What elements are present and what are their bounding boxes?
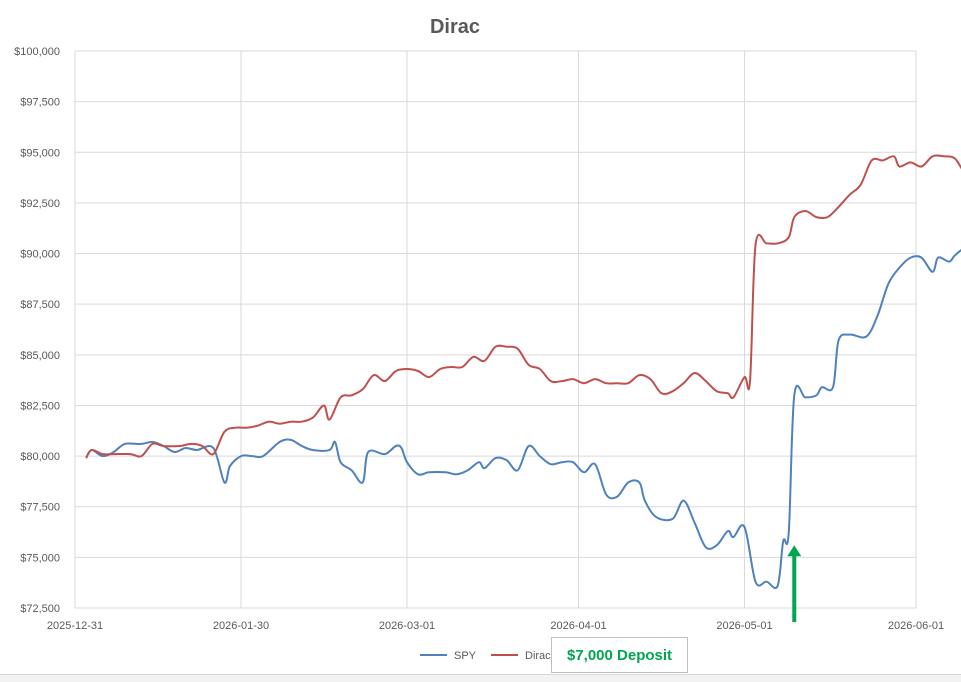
- y-tick-label: $82,500: [20, 400, 60, 412]
- y-tick-label: $85,000: [20, 350, 60, 362]
- legend-label-spy: SPY: [454, 650, 477, 662]
- y-tick-label: $92,500: [20, 198, 60, 210]
- y-tick-label: $72,500: [20, 603, 60, 615]
- series-line-dirac: [85, 154, 961, 459]
- y-tick-label: $100,000: [14, 46, 60, 58]
- series-lines: [85, 154, 961, 590]
- deposit-annotation: $7,000 Deposit: [551, 637, 688, 673]
- y-tick-label: $80,000: [20, 451, 60, 463]
- series-line-spy: [85, 248, 961, 590]
- legend-label-dirac: Dirac: [525, 650, 551, 662]
- y-tick-label: $87,500: [20, 299, 60, 311]
- gridlines: [74, 50, 917, 609]
- x-tick-label: 2026-04-01: [550, 620, 606, 632]
- legend: SPY Dirac: [420, 650, 551, 662]
- deposit-annotation-text: $7,000 Deposit: [566, 646, 673, 664]
- sheet-bottom-strip: [0, 674, 961, 682]
- y-tick-label: $77,500: [20, 502, 60, 514]
- x-tick-label: 2026-01-30: [213, 620, 269, 632]
- y-tick-label: $97,500: [20, 97, 60, 109]
- x-axis-tick-labels: 2025-12-31 2026-01-30 2026-03-01 2026-04-01…: [47, 620, 944, 632]
- x-tick-label: 2026-06-01: [888, 620, 944, 632]
- y-axis-tick-labels: $72,500 $75,000 $77,500 $80,000 $82,500 $85,0…: [14, 46, 60, 615]
- deposit-arrow-head: [787, 545, 802, 557]
- x-tick-label: 2026-05-01: [716, 620, 772, 632]
- x-tick-label: 2026-03-01: [379, 620, 435, 632]
- deposit-arrow-icon: [787, 545, 802, 622]
- x-tick-label: 2025-12-31: [47, 620, 103, 632]
- chart-title: Dirac: [430, 16, 480, 38]
- y-tick-label: $90,000: [20, 249, 60, 261]
- y-tick-label: $95,000: [20, 147, 60, 159]
- y-tick-label: $75,000: [20, 552, 60, 564]
